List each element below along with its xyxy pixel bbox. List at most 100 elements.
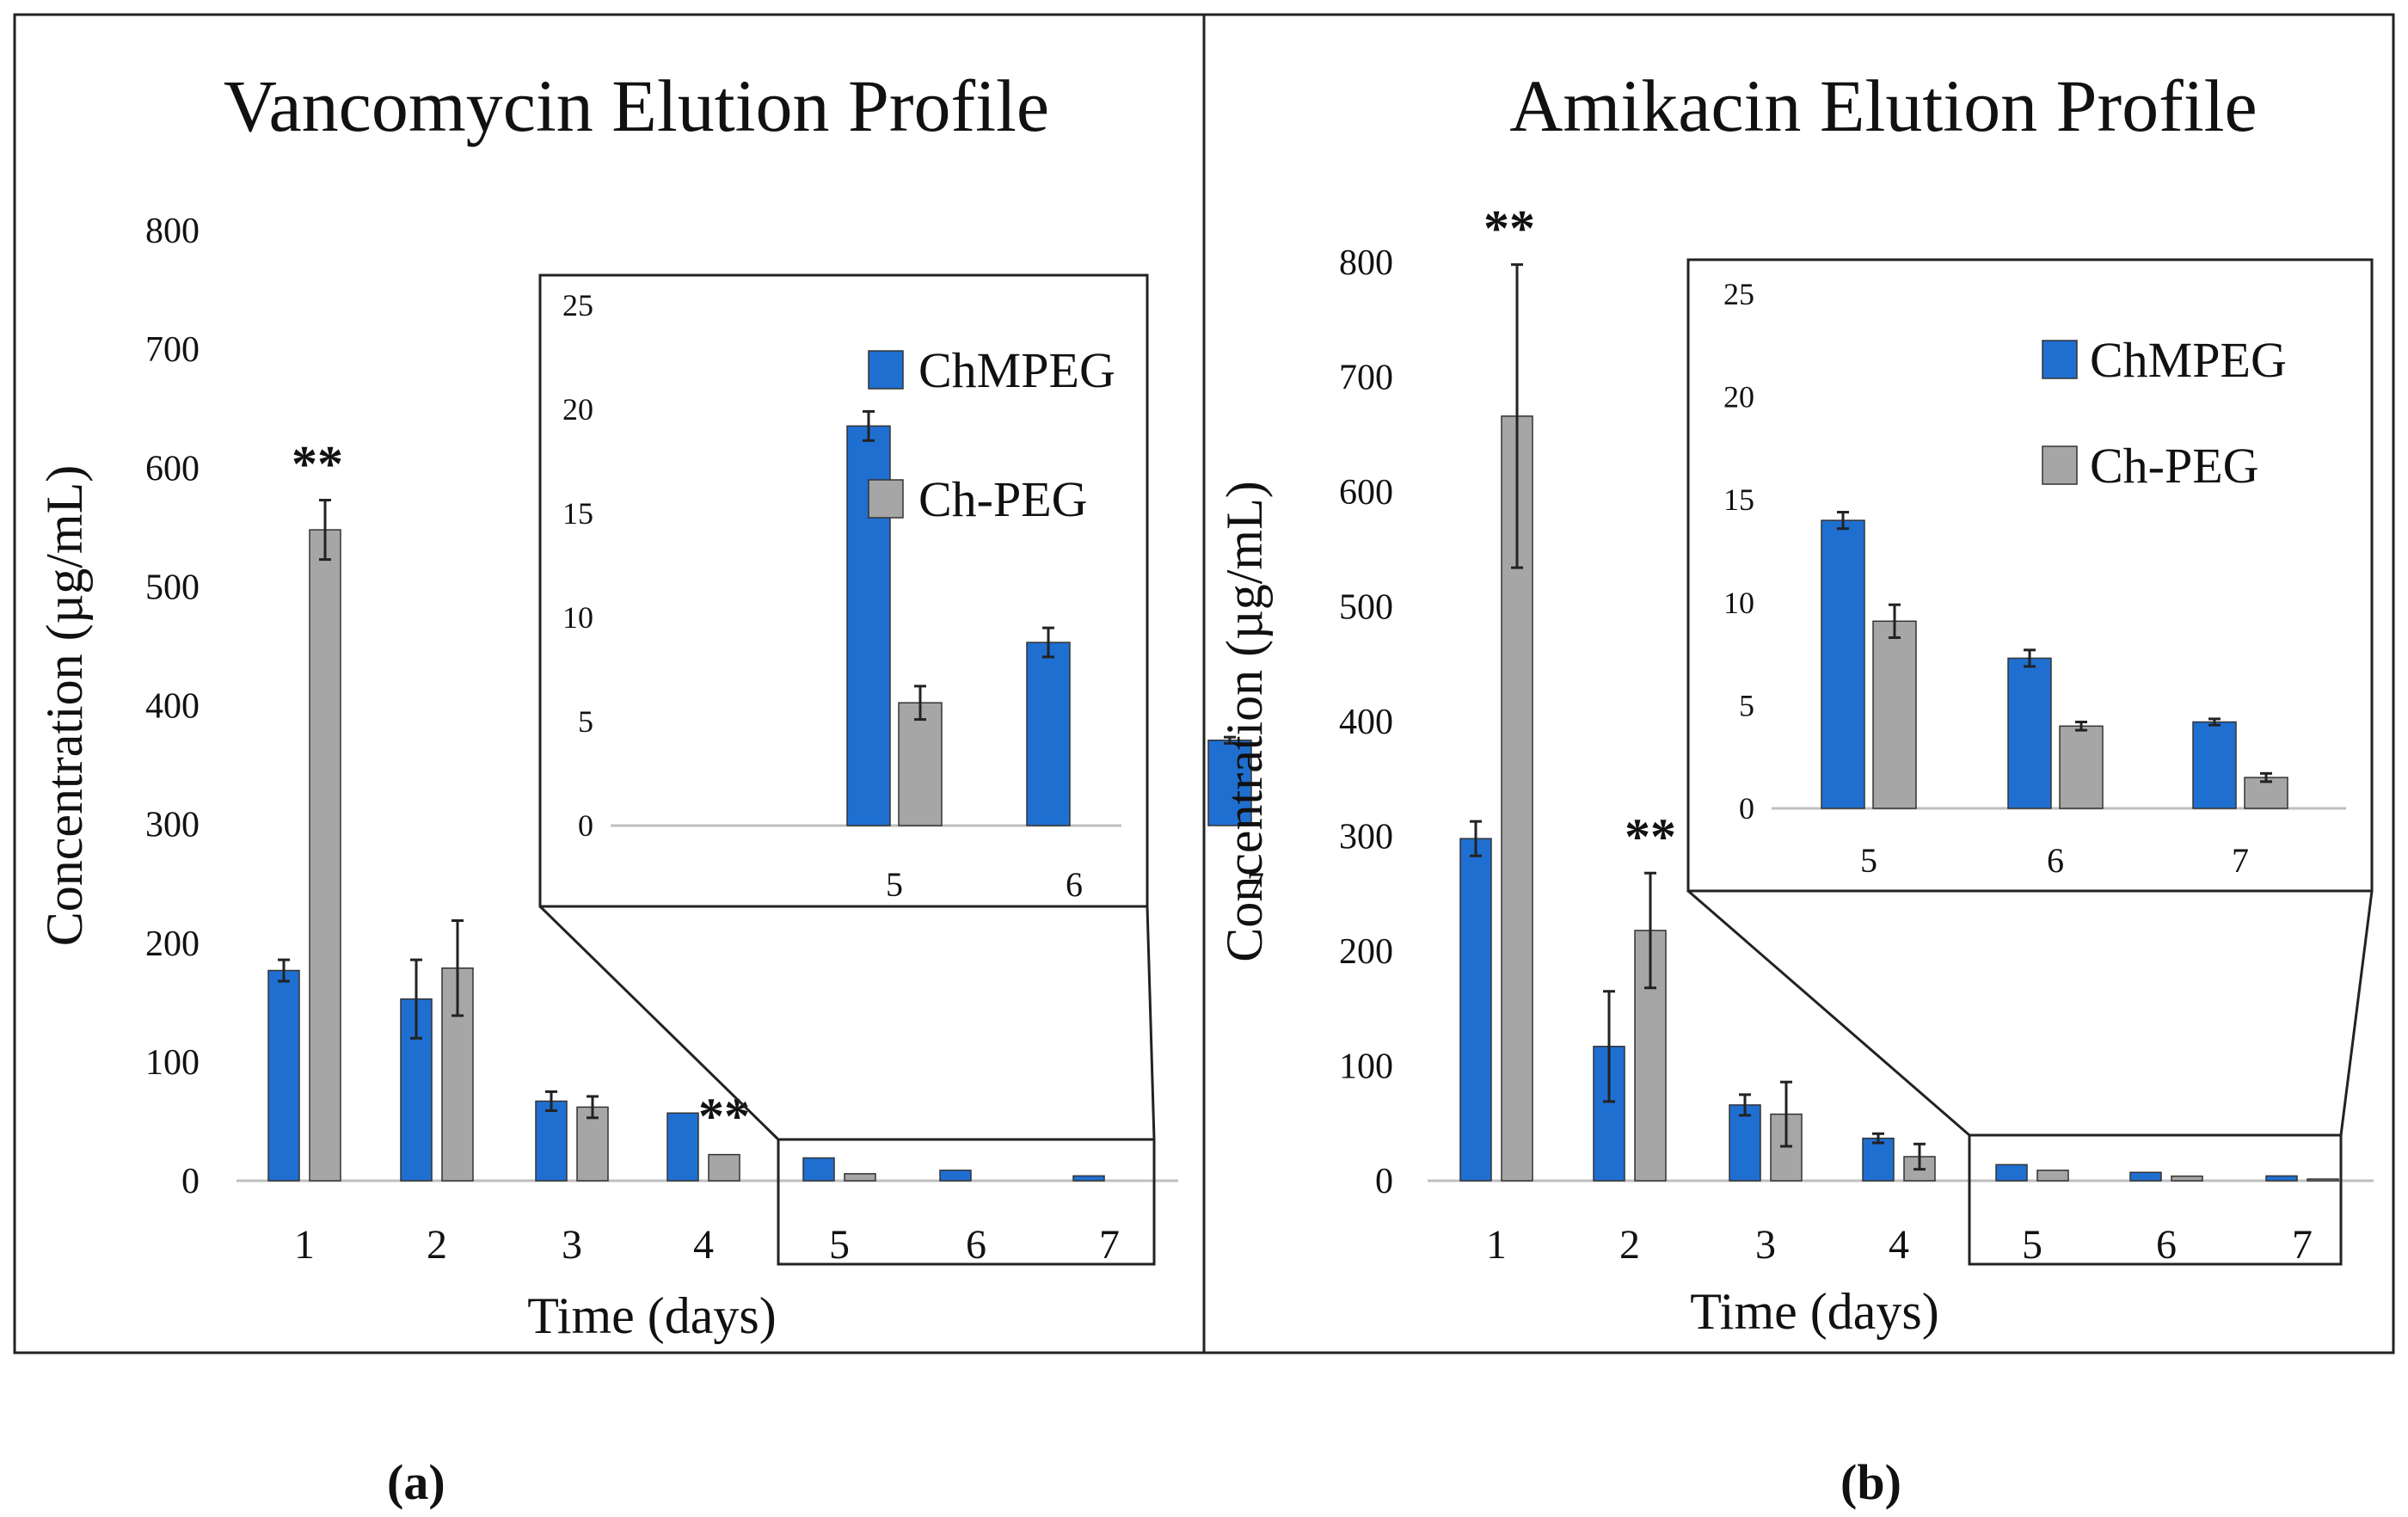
chart-b-inset-ytick-label: 10 (1723, 586, 1754, 620)
chart-a-legend-label-chpeg: Ch-PEG (918, 471, 1088, 527)
chart-b-ytick-label: 800 (1339, 243, 1393, 283)
chart-b-inset-ytick-label: 15 (1723, 482, 1754, 517)
chart-a-ytick-label: 600 (145, 449, 200, 488)
chart-a-ytick-label: 500 (145, 568, 200, 607)
chart-a-ytick-label: 100 (145, 1043, 200, 1083)
chart-b-legend-swatch-chpeg (2042, 445, 2078, 485)
chart-b-ytick-label: 200 (1339, 932, 1393, 972)
chart-a-significance-label: ** (698, 1088, 750, 1145)
chart-b-legend-label-chmpeg: ChMPEG (2090, 332, 2287, 388)
chart-b-inset-xtick-label: 5 (1860, 841, 1877, 880)
chart-b-inset-ytick-label: 20 (1723, 380, 1754, 415)
chart-a-inset-bar-chmpeg (1026, 642, 1071, 826)
chart-a-inset-ytick-label: 10 (562, 600, 593, 635)
chart-a-legend-label-chmpeg: ChMPEG (918, 342, 1115, 398)
chart-b-inset-ytick-label: 5 (1739, 688, 1754, 722)
chart-b-bar-chpeg (2171, 1175, 2203, 1182)
chart-b-bar-chpeg (2036, 1170, 2069, 1182)
chart-b-ytick-label: 600 (1339, 473, 1393, 513)
chart-a-bar-chmpeg (535, 1100, 568, 1182)
chart-a-ytick-label: 700 (145, 330, 200, 370)
chart-b-inset-bar-chmpeg (2192, 721, 2237, 809)
chart-a-title: Vancomycin Elution Profile (224, 64, 1049, 147)
chart-a-inset-xtick-label: 5 (886, 865, 903, 904)
chart-b-ytick-label: 300 (1339, 818, 1393, 857)
chart-b-significance-label: ** (1625, 808, 1676, 865)
chart-a-inset-xtick-label: 6 (1066, 865, 1083, 904)
chart-a-bar-chmpeg (267, 969, 300, 1182)
chart-a-inset-xtick-label: 7 (1247, 865, 1264, 904)
chart-a-bar-chmpeg (939, 1170, 972, 1182)
chart-b-ytick-label: 400 (1339, 703, 1393, 742)
chart-a-xlabel: Time (days) (527, 1287, 776, 1344)
chart-b-inset-bar-chmpeg (1821, 519, 1865, 809)
chart-a-ytick-label: 800 (145, 212, 200, 251)
caption-a: (a) (387, 1454, 445, 1510)
chart-b-ytick-label: 700 (1339, 359, 1393, 398)
chart-b-inset-ytick-label: 25 (1723, 277, 1754, 311)
chart-a-bar-chmpeg (1072, 1175, 1105, 1182)
chart-b-ytick-label: 100 (1339, 1047, 1393, 1087)
chart-a-ylabel: Concentration (µg/mL) (36, 465, 93, 946)
chart-b-zoom-box (1968, 1133, 2343, 1266)
chart-a-zoom-connector (1146, 906, 1156, 1140)
chart-a-xtick-label: 3 (562, 1222, 582, 1268)
chart-b-significance-label: ** (1484, 200, 1535, 257)
chart-b-bar-chmpeg (2129, 1171, 2162, 1182)
chart-b-inset-ytick-label: 0 (1739, 791, 1754, 826)
chart-b-ytick-label: 500 (1339, 588, 1393, 628)
chart-a-xtick-label: 1 (294, 1222, 315, 1268)
chart-b-bar-chmpeg (1459, 838, 1492, 1182)
chart-a-legend-swatch-chmpeg (868, 350, 904, 390)
chart-b-ylabel: Concentration (µg/mL) (1216, 481, 1273, 961)
chart-b-legend-swatch-chmpeg (2042, 340, 2078, 379)
chart-a-inset-ytick-label: 0 (578, 808, 593, 843)
chart-b-title: Amikacin Elution Profile (1509, 64, 2257, 147)
chart-b-xtick-label: 7 (2292, 1222, 2313, 1268)
chart-a-bar-chmpeg (666, 1112, 699, 1182)
chart-a-inset-ytick-label: 25 (562, 288, 593, 322)
chart-b-xtick-label: 1 (1486, 1222, 1507, 1268)
chart-b-inset-bar-chpeg (1872, 620, 1917, 809)
chart-a-ytick-label: 200 (145, 924, 200, 964)
chart-a-zoom-connector (538, 905, 780, 1141)
chart-a-inset-bar-chmpeg (1207, 740, 1252, 826)
chart-b-xtick-label: 2 (1619, 1222, 1640, 1268)
chart-a-ytick-label: 400 (145, 687, 200, 727)
chart-b-bar-chmpeg (1862, 1137, 1895, 1182)
chart-b-xtick-label: 4 (1889, 1222, 1909, 1268)
chart-b-legend-label-chpeg: Ch-PEG (2090, 438, 2259, 494)
chart-a-inset-bar-chpeg (898, 702, 943, 826)
chart-a-inset-ytick-label: 15 (562, 496, 593, 531)
chart-b-zoom-connector (1687, 889, 1970, 1137)
chart-a-xtick-label: 6 (966, 1222, 986, 1268)
chart-b-ytick-label: 0 (1375, 1162, 1393, 1201)
chart-a-xtick-label: 2 (427, 1222, 447, 1268)
chart-a-ytick-label: 300 (145, 806, 200, 845)
panel-b-frame (1202, 13, 2395, 1354)
chart-a-inset-ytick-label: 20 (562, 392, 593, 427)
chart-a-bar-chpeg (576, 1106, 609, 1182)
chart-b-inset-bar-chmpeg (2007, 657, 2052, 809)
chart-b-xtick-label: 3 (1755, 1222, 1776, 1268)
chart-b-inset-xtick-label: 7 (2232, 841, 2249, 880)
chart-b-bar-chpeg (2307, 1178, 2339, 1182)
chart-a-legend-swatch-chpeg (868, 479, 904, 519)
caption-b: (b) (1840, 1454, 1901, 1510)
chart-b-xtick-label: 5 (2022, 1222, 2042, 1268)
chart-b-bar-chmpeg (1995, 1164, 2028, 1182)
chart-a-bar-chmpeg (802, 1157, 835, 1182)
chart-a-xtick-label: 7 (1099, 1222, 1120, 1268)
chart-b-inset-xtick-label: 6 (2047, 841, 2064, 880)
chart-a-xtick-label: 4 (693, 1222, 714, 1268)
chart-b-zoom-connector (2339, 890, 2374, 1136)
chart-a-significance-label: ** (292, 436, 343, 493)
chart-a-inset-ytick-label: 5 (578, 704, 593, 739)
chart-a-bar-chpeg (309, 529, 341, 1182)
chart-a-bar-chpeg (844, 1173, 876, 1182)
chart-a-bar-chpeg (708, 1153, 740, 1182)
chart-b-bar-chmpeg (2265, 1175, 2298, 1182)
chart-a-xtick-label: 5 (829, 1222, 850, 1268)
